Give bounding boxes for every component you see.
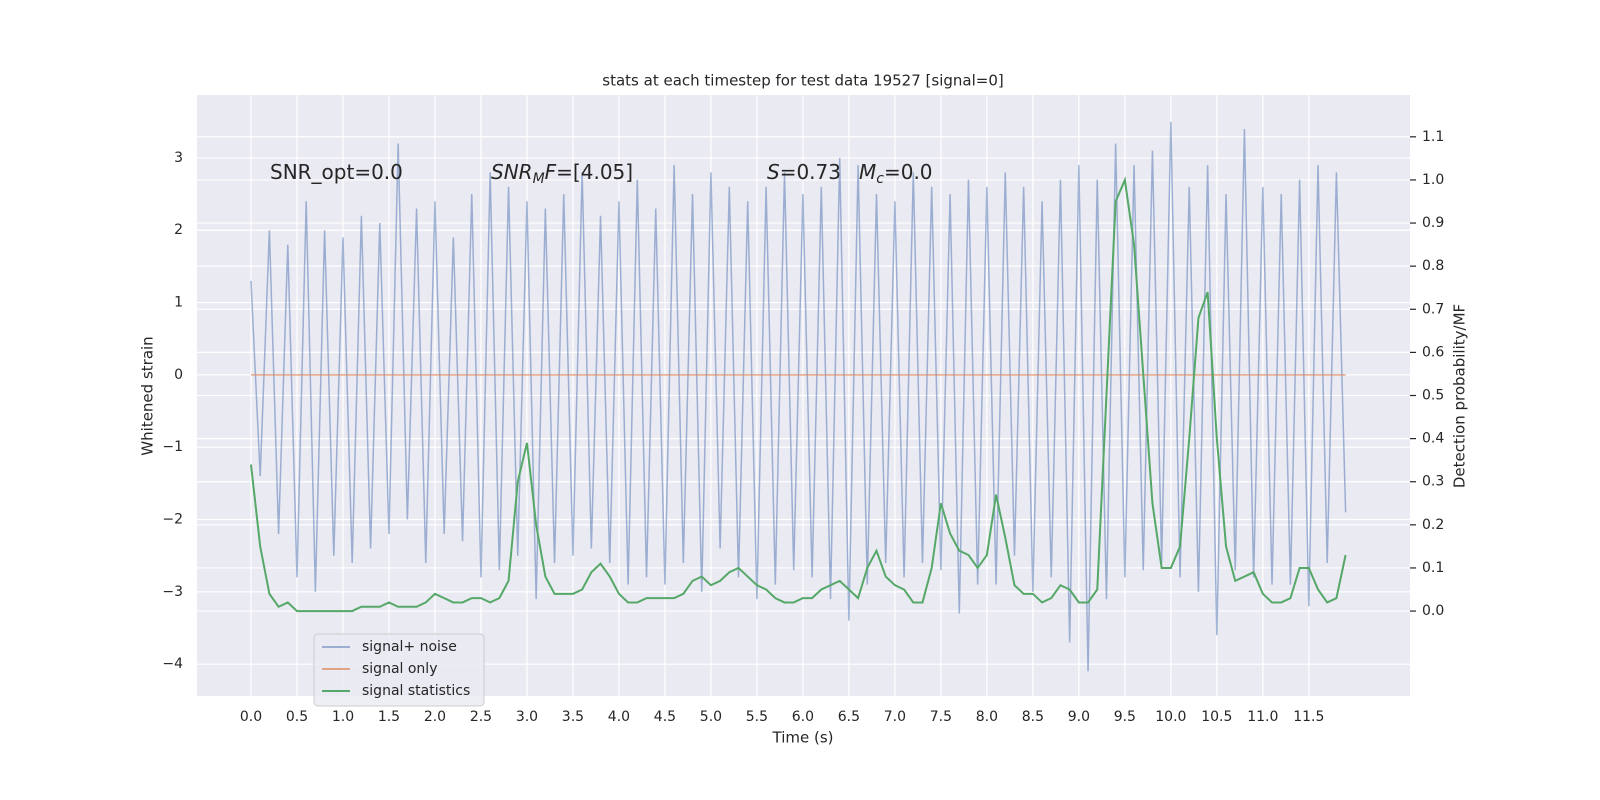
- x-tick-label: 7.5: [930, 709, 952, 725]
- x-tick-label: 9.5: [1114, 709, 1136, 725]
- x-tick-label: 7.0: [884, 709, 906, 725]
- chart-title: stats at each timestep for test data 195…: [602, 72, 1003, 90]
- annotation-part: =0.73: [780, 160, 841, 184]
- x-tick-label: 10.5: [1201, 709, 1232, 725]
- x-tick-label: 5.0: [700, 709, 722, 725]
- y-tick-label: 0: [174, 367, 183, 383]
- y2-axis-label: Detection probability/MF: [1451, 304, 1469, 488]
- annotation-part: SNR_opt=0.0: [270, 160, 403, 184]
- x-tick-label: 0.0: [240, 709, 262, 725]
- y2-tick-label: 0.2: [1422, 517, 1444, 533]
- x-tick-label: 8.0: [976, 709, 998, 725]
- annotation-part: M: [859, 160, 876, 184]
- annotation-part: c: [876, 171, 884, 187]
- annotation-part: SNR: [491, 160, 533, 184]
- x-axis-label: Time (s): [772, 729, 834, 747]
- y-tick-label: −3: [162, 584, 183, 600]
- legend-label: signal+ noise: [362, 639, 457, 655]
- annotation: Mc=0.0: [859, 160, 933, 188]
- y2-tick-label: 0.3: [1422, 474, 1444, 490]
- annotation: SNRMF=[4.05]: [491, 160, 633, 188]
- annotation-part: S: [767, 160, 780, 184]
- y2-tick-label: 1.1: [1422, 129, 1444, 145]
- x-tick-label: 11.5: [1293, 709, 1324, 725]
- y-tick-label: 2: [174, 222, 183, 238]
- y-tick-label: −1: [162, 439, 183, 455]
- x-tick-label: 2.5: [470, 709, 492, 725]
- annotation: S=0.73: [767, 160, 841, 184]
- x-tick-label: 1.0: [332, 709, 354, 725]
- x-tick-label: 6.0: [792, 709, 814, 725]
- grid: [197, 95, 1410, 696]
- y2-tick-label: 0.9: [1422, 215, 1444, 231]
- annotation-part: =[4.05]: [556, 160, 633, 184]
- y2-tick-label: 0.7: [1422, 301, 1444, 317]
- series-line: [250, 121, 1347, 672]
- legend-box: [313, 633, 485, 707]
- legend-label: signal statistics: [362, 683, 470, 699]
- series-line: [249, 176, 1347, 613]
- y-tick-label: 3: [174, 150, 183, 166]
- x-tick-label: 11.0: [1247, 709, 1278, 725]
- y2-tick-label: 1.0: [1422, 172, 1444, 188]
- y2-tick-label: 0.4: [1422, 431, 1444, 447]
- legend-label: signal only: [362, 661, 437, 677]
- x-tick-label: 6.5: [838, 709, 860, 725]
- annotation-part: M: [533, 171, 545, 187]
- y-tick-label: −4: [162, 656, 183, 672]
- y-axis-label: Whitened strain: [139, 336, 157, 455]
- x-tick-label: 1.5: [378, 709, 400, 725]
- x-tick-label: 9.0: [1068, 709, 1090, 725]
- y2-tick-label: 0.1: [1422, 560, 1444, 576]
- x-tick-label: 4.5: [654, 709, 676, 725]
- x-tick-label: 5.5: [746, 709, 768, 725]
- x-tick-label: 0.5: [286, 709, 308, 725]
- x-tick-label: 3.0: [516, 709, 538, 725]
- y2-tick-label: 0.8: [1422, 258, 1444, 274]
- annotation-part: F: [545, 160, 557, 184]
- y2-tick-label: 0.0: [1422, 603, 1444, 619]
- y2-tick-label: 0.5: [1422, 388, 1444, 404]
- x-tick-label: 2.0: [424, 709, 446, 725]
- lines: [249, 121, 1347, 672]
- y-tick-label: −2: [162, 512, 183, 528]
- y-tick-label: 1: [174, 295, 183, 311]
- annotation: SNR_opt=0.0: [270, 160, 403, 184]
- x-tick-label: 8.5: [1022, 709, 1044, 725]
- x-tick-label: 10.0: [1155, 709, 1186, 725]
- x-tick-label: 4.0: [608, 709, 630, 725]
- labels: 0.0 0.5 1.0 1.5 2.0 2.5 3.0 3.5 4.0 4.5 5.0 5.5 6.0 6…: [162, 129, 1444, 725]
- annotation-part: =0.0: [884, 160, 933, 184]
- x-tick-label: 3.5: [562, 709, 584, 725]
- y2-tick-label: 0.6: [1422, 344, 1444, 360]
